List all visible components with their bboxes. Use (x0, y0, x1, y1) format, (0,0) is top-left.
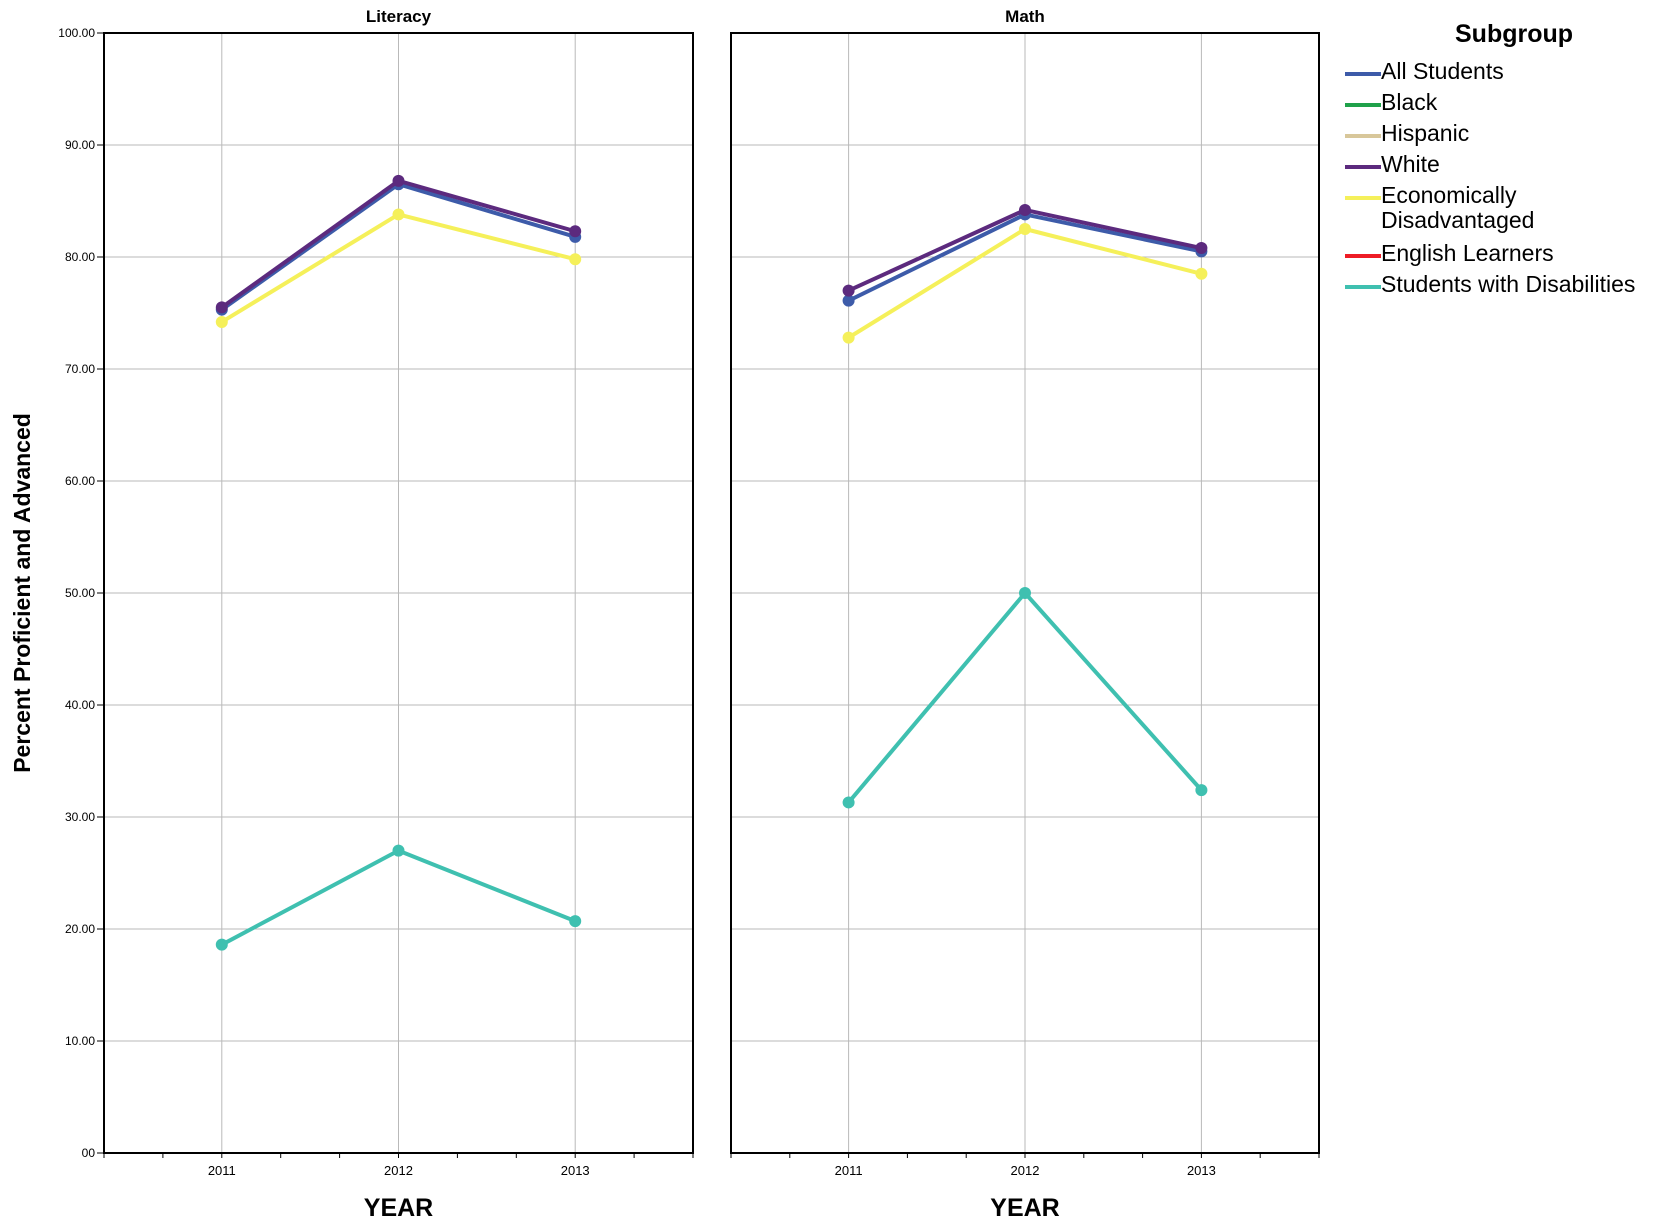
legend-item-black: Black (1345, 90, 1675, 121)
panel-title: Literacy (366, 7, 432, 26)
x-tick-label: 2013 (561, 1163, 590, 1178)
legend-label: Students with Disabilities (1381, 271, 1636, 297)
legend-title: Subgroup (1455, 20, 1574, 48)
legend-swatch (1345, 254, 1381, 258)
legend-label: Hispanic (1381, 120, 1470, 146)
y-tick-label: 40.00 (65, 698, 95, 712)
legend-label: All Students (1381, 58, 1504, 84)
y-axis-label: Percent Proficient and Advanced (9, 413, 35, 773)
x-tick-label: 2011 (208, 1163, 236, 1178)
y-tick-label: 100.00 (58, 26, 95, 40)
legend-label: English Learners (1381, 240, 1554, 266)
legend-item-hispanic: Hispanic (1345, 121, 1675, 152)
y-tick-label: 10.00 (65, 1034, 95, 1048)
y-tick-label: 20.00 (65, 922, 95, 936)
data-point (215, 938, 228, 951)
data-point (842, 796, 855, 809)
data-point (1019, 223, 1031, 235)
x-tick-label: 2011 (835, 1163, 863, 1178)
y-tick-label: 70.00 (65, 362, 95, 376)
data-point (569, 253, 582, 266)
y-tick-label: 50.00 (65, 586, 95, 600)
data-point (1019, 203, 1031, 216)
data-point (842, 284, 855, 297)
y-tick-label: 80.00 (65, 250, 95, 264)
x-tick-label: 2013 (1187, 1163, 1216, 1178)
x-axis-label: YEAR (364, 1194, 433, 1217)
legend-item-students-with-disabilities: Students with Disabilities (1345, 272, 1675, 303)
x-tick-label: 2012 (1011, 1163, 1040, 1178)
legend: Subgroup All Students Black Hispanic Whi… (1345, 20, 1675, 303)
y-tick-label: 30.00 (65, 810, 95, 824)
legend-swatch (1345, 72, 1381, 76)
y-tick-label: 00 (82, 1146, 96, 1160)
x-axis-label: YEAR (990, 1194, 1059, 1217)
legend-label: Black (1381, 89, 1438, 115)
legend-item-economically-disadvantaged: Economically Disadvantaged (1345, 183, 1675, 241)
y-tick-label: 60.00 (65, 474, 95, 488)
legend-swatch (1345, 285, 1381, 289)
legend-label: Economically Disadvantaged (1381, 182, 1535, 233)
data-point (842, 331, 855, 344)
data-point (1195, 784, 1208, 797)
legend-label: White (1381, 151, 1440, 177)
data-point (1019, 587, 1031, 599)
legend-item-white: White (1345, 152, 1675, 183)
data-point (215, 315, 228, 328)
y-tick-label: 90.00 (65, 138, 95, 152)
data-point (1195, 242, 1208, 255)
legend-swatch (1345, 165, 1381, 169)
legend-item-english-learners: English Learners (1345, 241, 1675, 272)
data-point (392, 844, 405, 857)
legend-swatch (1345, 196, 1381, 200)
legend-item-all-students: All Students (1345, 59, 1675, 90)
data-point (392, 208, 405, 221)
data-point (1195, 267, 1208, 280)
panel-title: Math (1005, 7, 1045, 26)
data-point (569, 915, 582, 928)
data-point (842, 294, 855, 307)
x-tick-label: 2012 (384, 1163, 413, 1178)
legend-swatch (1345, 103, 1381, 107)
data-point (569, 225, 582, 238)
data-point (215, 301, 228, 314)
data-point (392, 174, 405, 187)
legend-swatch (1345, 134, 1381, 138)
